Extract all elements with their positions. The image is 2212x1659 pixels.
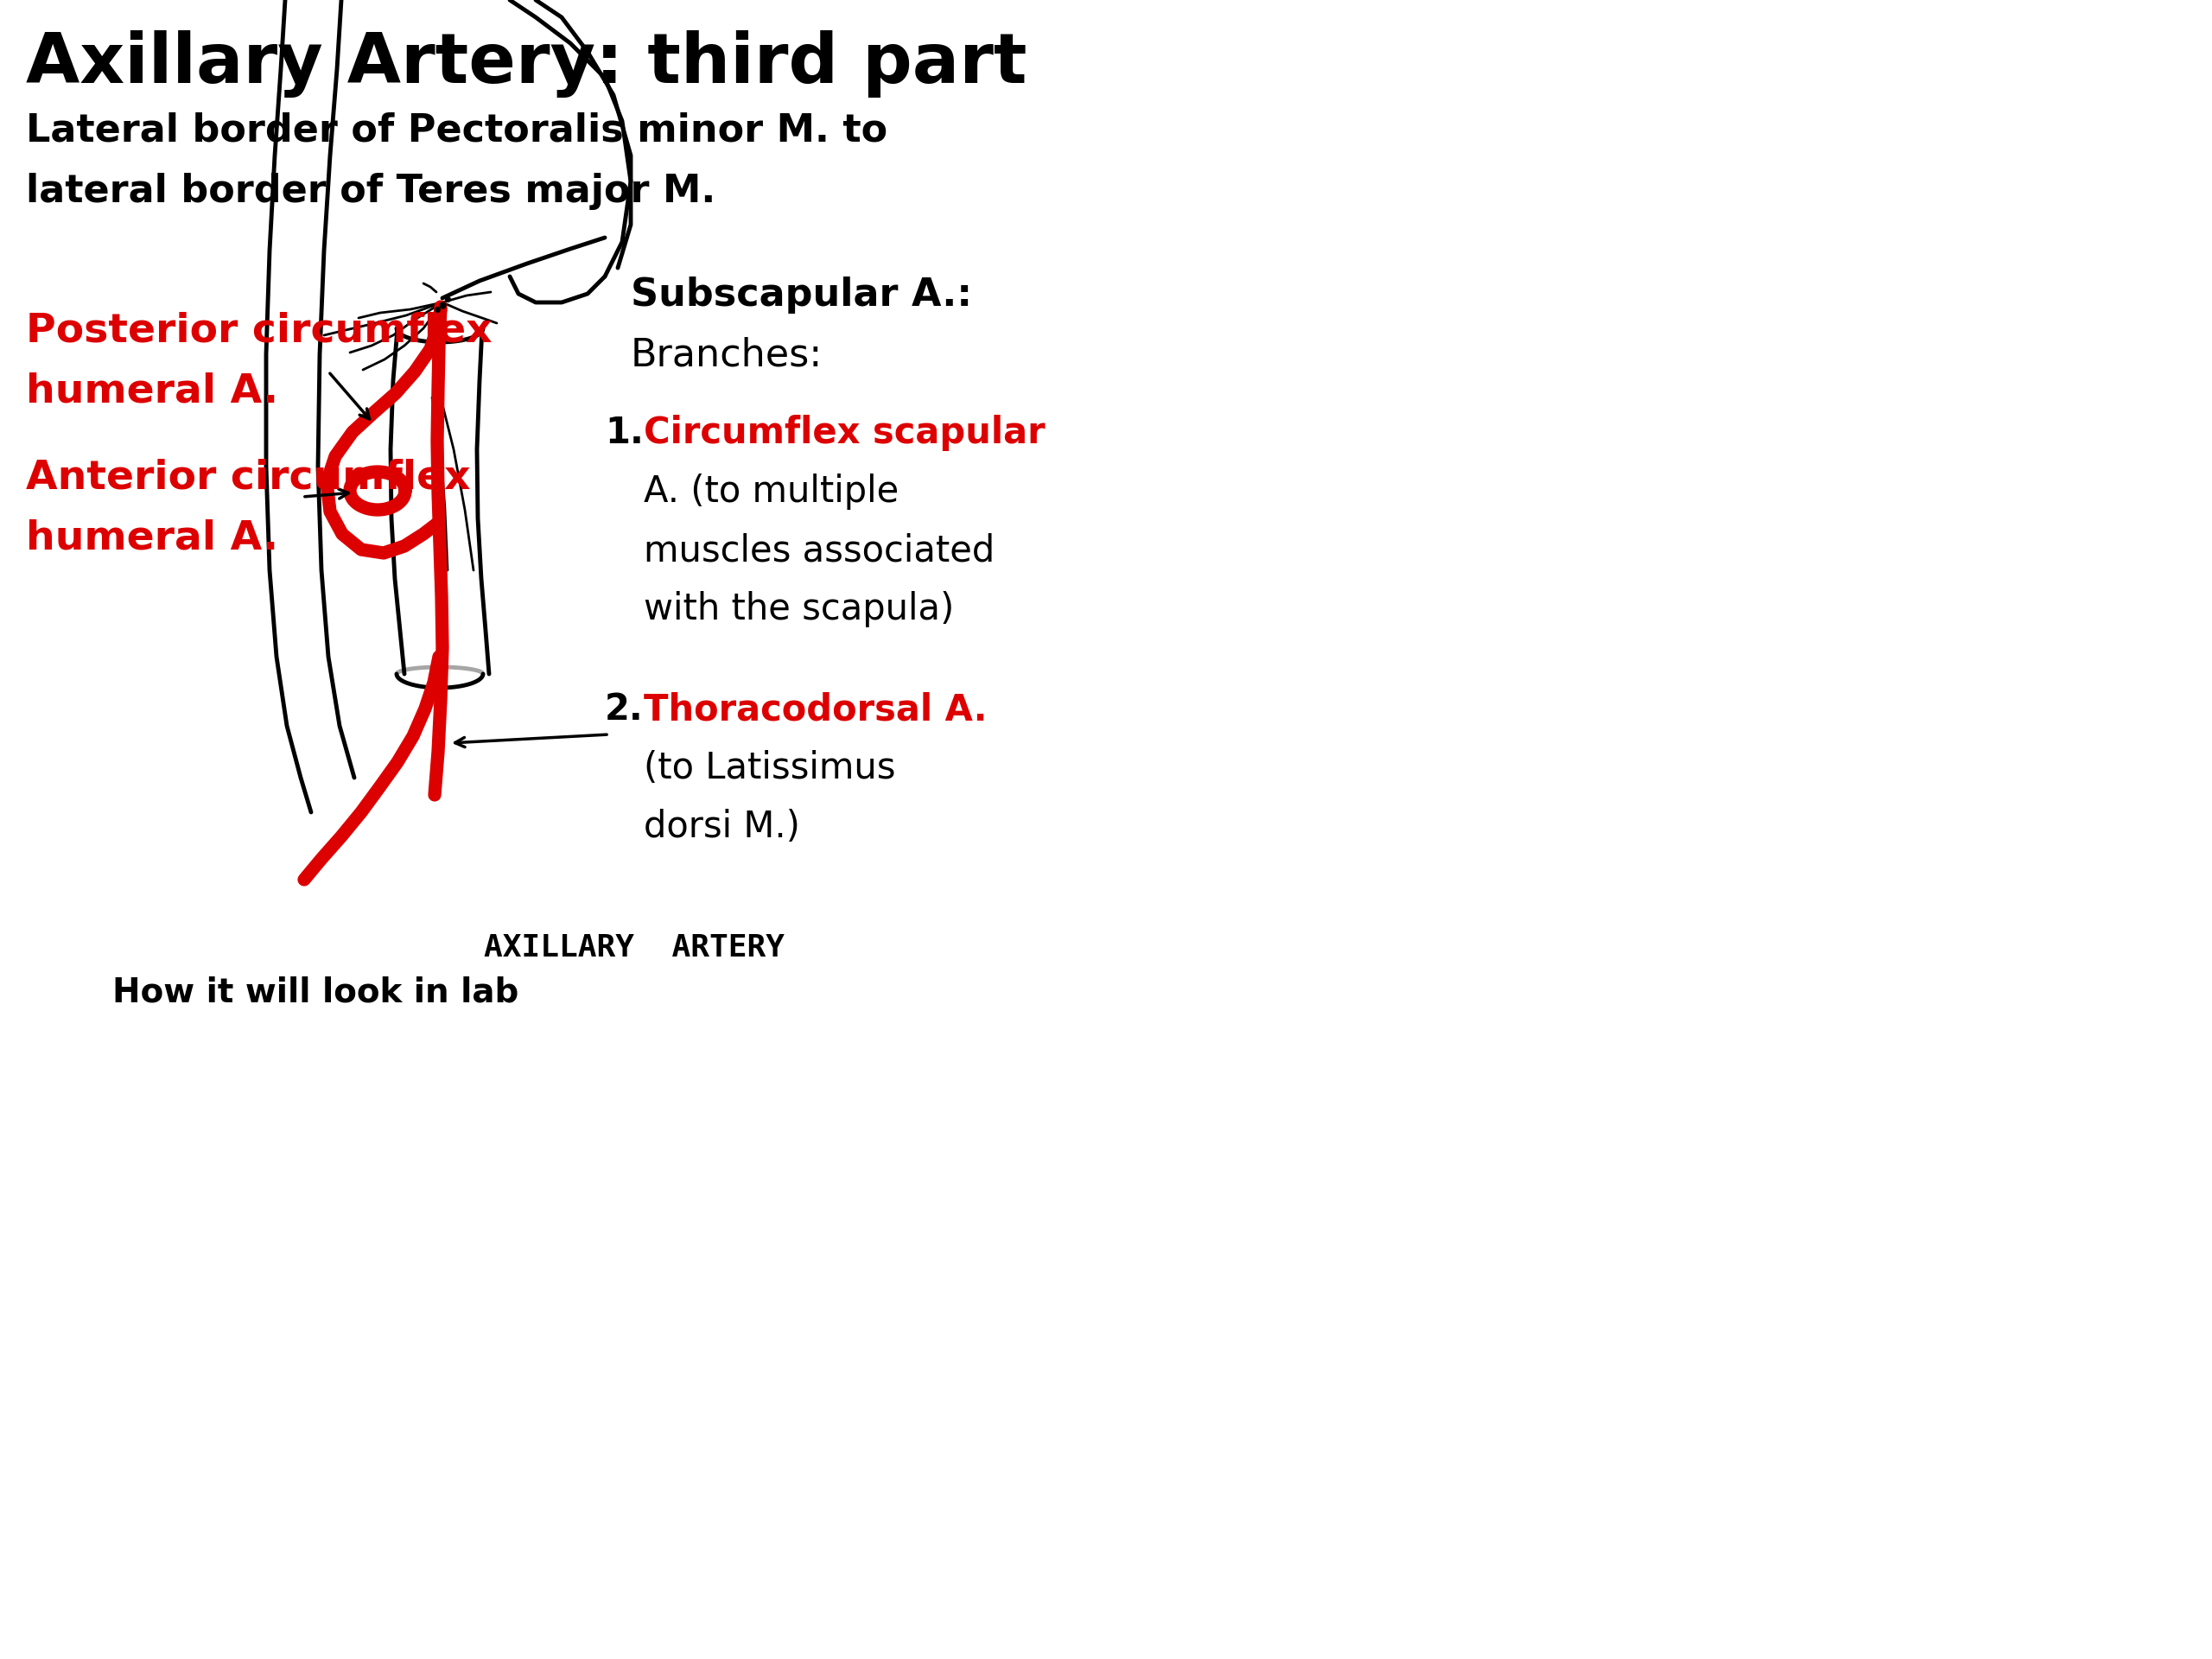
Text: A. (to multiple: A. (to multiple (644, 473, 898, 509)
Text: Lateral border of Pectoralis minor M. to: Lateral border of Pectoralis minor M. to (27, 113, 887, 149)
Text: humeral A.: humeral A. (27, 372, 279, 410)
Text: AXILLARY  ARTERY: AXILLARY ARTERY (484, 932, 785, 962)
Text: with the scapula): with the scapula) (644, 591, 953, 627)
Text: Anterior circumflex: Anterior circumflex (27, 458, 471, 496)
Text: Branches:: Branches: (630, 337, 823, 375)
Text: 2.: 2. (604, 692, 644, 728)
Text: Axillary Artery: third part: Axillary Artery: third part (27, 30, 1026, 98)
Text: Thoracodorsal A.: Thoracodorsal A. (644, 692, 987, 728)
Text: lateral border of Teres major M.: lateral border of Teres major M. (27, 173, 717, 211)
Text: (to Latissimus: (to Latissimus (644, 750, 896, 786)
Text: Circumflex scapular: Circumflex scapular (644, 415, 1046, 451)
Text: Subscapular A.:: Subscapular A.: (630, 277, 973, 314)
Text: How it will look in lab: How it will look in lab (113, 977, 520, 1009)
Text: Posterior circumflex: Posterior circumflex (27, 312, 493, 350)
Text: dorsi M.): dorsi M.) (644, 810, 801, 844)
Text: 1.: 1. (604, 415, 644, 451)
Text: muscles associated: muscles associated (644, 533, 995, 569)
Text: humeral A.: humeral A. (27, 518, 279, 557)
